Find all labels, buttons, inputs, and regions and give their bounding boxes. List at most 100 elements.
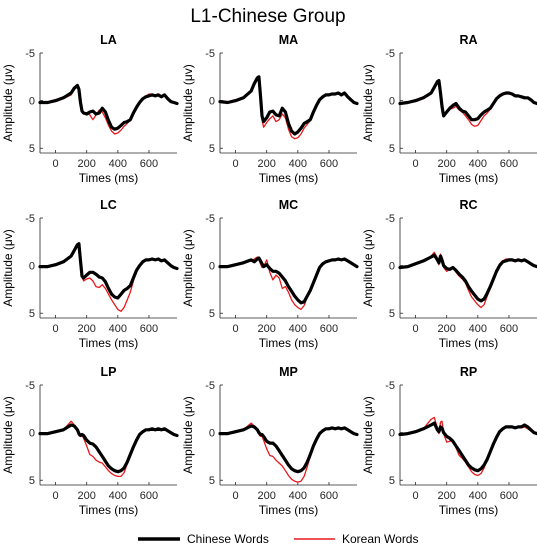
x-tick-label: 400 — [289, 323, 307, 335]
x-tick-label: 200 — [258, 158, 276, 170]
y-tick-label: 5 — [389, 143, 395, 155]
panel-mp: MP 0 200 400 600 -5 0 5 Times (ms) Amplitude (μv) — [181, 365, 359, 517]
y-tick-label: 5 — [209, 475, 215, 487]
x-tick-label: 400 — [109, 158, 127, 170]
y-tick-label: 0 — [389, 261, 395, 273]
y-tick-label: -5 — [205, 213, 215, 225]
x-tick-label: 200 — [438, 490, 456, 502]
panel-rp: RP 0 200 400 600 -5 0 5 Times (ms) Amplitude (μv) — [361, 365, 537, 517]
x-tick-label: 600 — [500, 158, 518, 170]
panel-title: MC — [279, 198, 298, 212]
panel-title: LC — [100, 198, 117, 212]
x-tick-label: 0 — [413, 323, 419, 335]
y-tick-label: 0 — [389, 428, 395, 440]
figure-title: L1-Chinese Group — [190, 6, 345, 27]
x-tick-label: 600 — [320, 158, 338, 170]
legend-label-chinese: Chinese Words — [187, 532, 269, 546]
y-axis-label: Amplitude (μv) — [361, 229, 375, 307]
x-axis-label: Times (ms) — [439, 503, 499, 517]
panel-lp: LP 0 200 400 600 -5 0 5 Times (ms) Amplitude (μv) — [1, 365, 179, 517]
x-tick-label: 400 — [109, 323, 127, 335]
y-tick-label: 0 — [209, 428, 215, 440]
x-axis-label: Times (ms) — [259, 171, 319, 185]
y-axis-label: Amplitude (μv) — [181, 229, 195, 307]
x-tick-label: 200 — [78, 490, 96, 502]
panel-title: MP — [279, 365, 298, 379]
y-axis-label: Amplitude (μv) — [181, 396, 195, 474]
panel-title: LP — [101, 365, 117, 379]
x-tick-label: 0 — [413, 158, 419, 170]
y-axis-label: Amplitude (μv) — [1, 396, 15, 474]
panel-title: RA — [459, 33, 477, 47]
x-axis-label: Times (ms) — [79, 503, 139, 517]
y-tick-label: -5 — [205, 380, 215, 392]
y-tick-label: -5 — [385, 380, 395, 392]
series-line-korean-words — [39, 85, 178, 135]
panel-ra: RA 0 200 400 600 -5 0 5 Times (ms) Amplitude (μv) — [361, 33, 537, 185]
x-tick-label: 0 — [233, 323, 239, 335]
series-line-chinese-words — [38, 423, 179, 474]
x-tick-label: 400 — [469, 323, 487, 335]
series-line-korean-words — [219, 78, 358, 140]
y-tick-label: 5 — [29, 475, 35, 487]
x-tick-label: 600 — [320, 323, 338, 335]
y-tick-label: -5 — [25, 380, 35, 392]
legend-label-korean: Korean Words — [342, 532, 418, 546]
series-line-chinese-words — [398, 253, 537, 303]
series-line-chinese-words — [398, 421, 537, 473]
y-tick-label: 0 — [209, 96, 215, 108]
y-tick-label: -5 — [385, 213, 395, 225]
y-axis-label: Amplitude (μv) — [181, 64, 195, 142]
x-tick-label: 0 — [413, 490, 419, 502]
x-tick-label: 200 — [258, 490, 276, 502]
x-tick-label: 600 — [140, 323, 158, 335]
x-tick-label: 400 — [109, 490, 127, 502]
x-tick-label: 600 — [140, 490, 158, 502]
x-tick-label: 600 — [320, 490, 338, 502]
series-line-chinese-words — [38, 83, 179, 131]
x-tick-label: 200 — [78, 323, 96, 335]
panel-ma: MA 0 200 400 600 -5 0 5 Times (ms) Amplitude (μv) — [181, 33, 359, 185]
y-tick-label: 0 — [29, 428, 35, 440]
y-tick-label: 5 — [209, 143, 215, 155]
x-axis-label: Times (ms) — [259, 336, 319, 350]
panel-lc: LC 0 200 400 600 -5 0 5 Times (ms) Amplitude (μv) — [1, 198, 179, 350]
series-line-chinese-words — [218, 424, 359, 474]
x-tick-label: 600 — [500, 490, 518, 502]
x-tick-label: 400 — [469, 490, 487, 502]
series-line-chinese-words — [218, 256, 359, 305]
y-axis-label: Amplitude (μv) — [361, 64, 375, 142]
x-tick-label: 0 — [53, 158, 59, 170]
x-tick-label: 400 — [289, 490, 307, 502]
x-tick-label: 0 — [233, 158, 239, 170]
y-tick-label: 5 — [29, 308, 35, 320]
y-tick-label: -5 — [205, 48, 215, 60]
x-tick-label: 400 — [289, 158, 307, 170]
panels: LA 0 200 400 600 -5 0 5 Times (ms) Amplitude (μv)… — [1, 33, 537, 517]
series-line-chinese-words — [398, 79, 537, 122]
panel-title: LA — [100, 33, 117, 47]
series-line-korean-words — [399, 79, 537, 127]
x-axis-label: Times (ms) — [79, 171, 139, 185]
x-tick-label: 0 — [233, 490, 239, 502]
x-tick-label: 200 — [258, 323, 276, 335]
series-line-chinese-words — [218, 75, 359, 136]
y-tick-label: 0 — [209, 261, 215, 273]
panel-title: MA — [279, 33, 298, 47]
y-axis-label: Amplitude (μv) — [361, 396, 375, 474]
y-tick-label: 0 — [389, 96, 395, 108]
x-tick-label: 200 — [438, 158, 456, 170]
x-tick-label: 600 — [500, 323, 518, 335]
panel-title: RC — [459, 198, 477, 212]
x-axis-label: Times (ms) — [439, 171, 499, 185]
x-tick-label: 400 — [469, 158, 487, 170]
panel-rc: RC 0 200 400 600 -5 0 5 Times (ms) Amplitude (μv) — [361, 198, 537, 350]
x-tick-label: 200 — [78, 158, 96, 170]
y-axis-label: Amplitude (μv) — [1, 64, 15, 142]
y-tick-label: -5 — [25, 48, 35, 60]
y-tick-label: -5 — [385, 48, 395, 60]
x-axis-label: Times (ms) — [439, 336, 499, 350]
y-tick-label: 5 — [29, 143, 35, 155]
y-tick-label: 5 — [389, 475, 395, 487]
